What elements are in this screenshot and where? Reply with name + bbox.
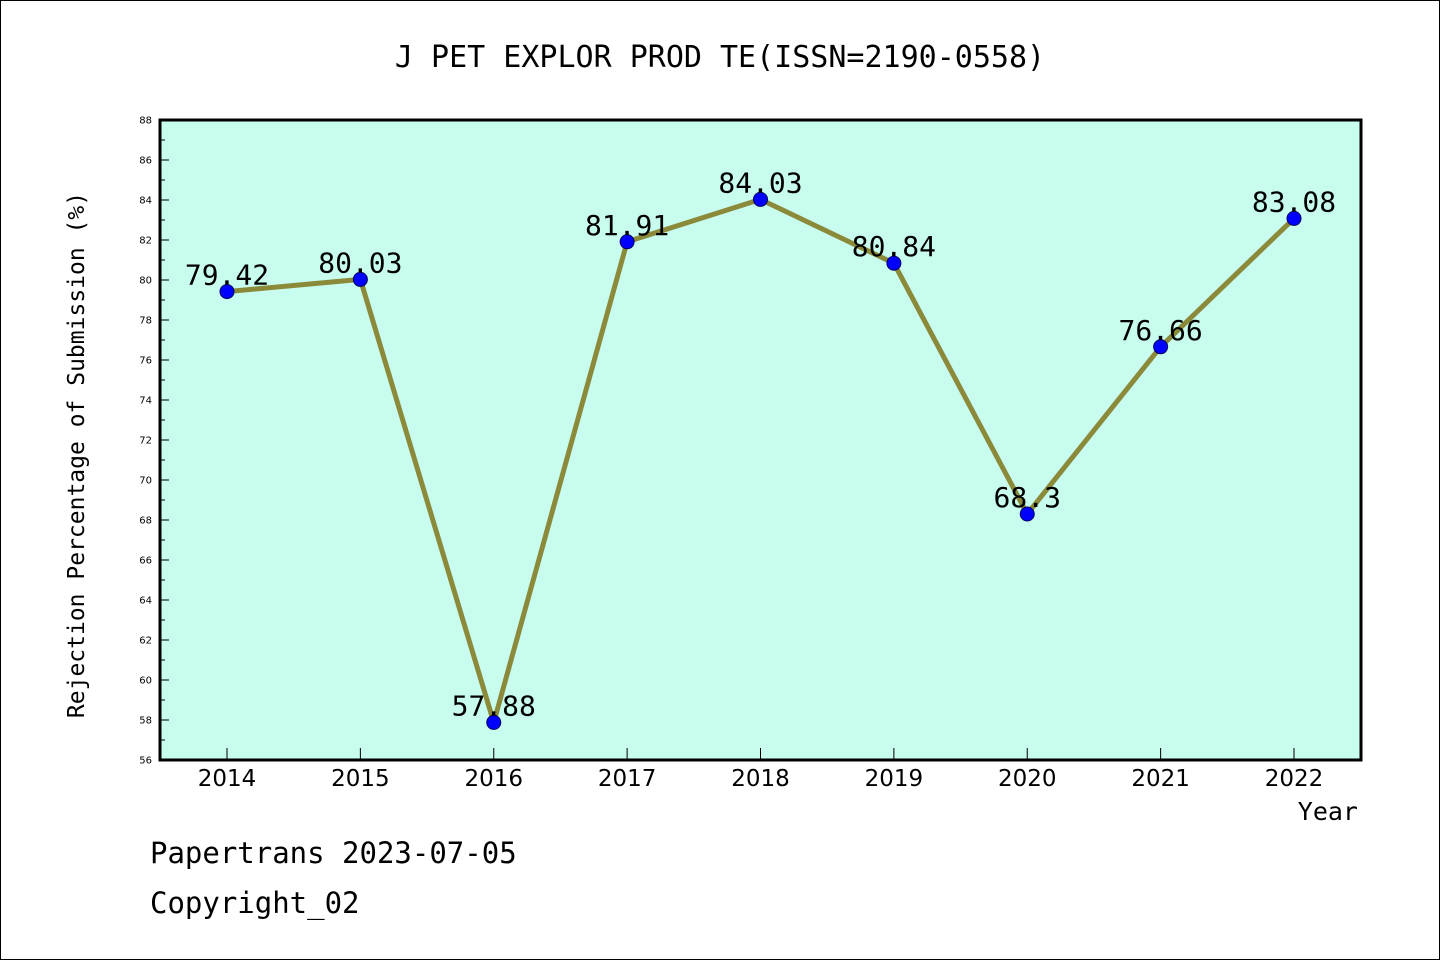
x-tick-label: 2019 [865, 766, 924, 792]
y-tick-label: 58 [139, 716, 152, 727]
data-label: 68.3 [994, 481, 1061, 514]
x-tick-label: 2020 [998, 766, 1057, 792]
y-tick-label: 86 [139, 156, 152, 167]
data-labels-group: 79.42 80.03 57.88 81.91 84.03 80.84 68.3 76.66 8… [185, 166, 1336, 722]
y-tick-label: 84 [139, 196, 152, 207]
x-tick-label: 2022 [1265, 766, 1324, 792]
y-tick-label: 72 [139, 436, 152, 447]
x-tick-label: 2016 [464, 766, 523, 792]
data-point [352, 271, 368, 287]
data-point [1153, 339, 1169, 355]
x-tick-label: 2014 [198, 766, 257, 792]
chart-title: J PET EXPLOR PROD TE(ISSN=2190-0558) [395, 40, 1045, 75]
data-label: 81.91 [585, 209, 669, 242]
y-tick-label: 70 [139, 476, 152, 487]
y-tick-label: 56 [139, 756, 152, 767]
footer-copyright: Copyright_02 [150, 886, 360, 920]
y-axis-label: Rejection Percentage of Submission (%) [64, 192, 90, 718]
y-tick-label: 62 [139, 636, 152, 647]
data-point [1286, 210, 1302, 226]
data-point [753, 191, 768, 207]
plot-area [160, 120, 1361, 760]
y-tick-label: 64 [139, 596, 152, 607]
y-tick-label: 68 [139, 516, 152, 527]
y-axis-ticks: 56 58 60 62 64 66 68 70 72 74 76 78 80 82 84 86 88 [139, 116, 169, 767]
x-axis-ticks: 2014 2015 2016 2017 2018 2019 2020 2021 2022 [198, 748, 1324, 792]
y-tick-label: 66 [139, 556, 152, 567]
x-axis-label: Year [1298, 797, 1358, 826]
data-point [619, 234, 635, 250]
y-tick-label: 60 [139, 676, 152, 687]
x-tick-label: 2015 [331, 766, 390, 792]
x-tick-label: 2017 [598, 766, 657, 792]
series-group [219, 191, 1302, 730]
y-tick-label: 80 [139, 276, 152, 287]
data-label: 79.42 [185, 259, 269, 292]
x-tick-label: 2021 [1131, 766, 1190, 792]
data-point [486, 714, 502, 730]
data-label: 83.08 [1252, 185, 1336, 218]
y-tick-label: 88 [139, 116, 152, 127]
y-tick-label: 76 [139, 356, 152, 367]
data-label: 76.66 [1118, 314, 1202, 347]
data-point [886, 255, 902, 271]
y-tick-label: 82 [139, 236, 152, 247]
footer-source: Papertrans 2023-07-05 [150, 836, 517, 870]
y-tick-label: 78 [139, 316, 152, 327]
data-point [1019, 506, 1035, 522]
plot-border [158, 118, 1363, 762]
data-label: 80.84 [852, 230, 936, 263]
data-label: 57.88 [452, 689, 536, 722]
y-tick-label: 74 [139, 396, 152, 407]
data-point [219, 284, 235, 300]
x-tick-label: 2018 [731, 766, 790, 792]
data-label: 84.03 [718, 166, 802, 199]
data-label: 80.03 [318, 246, 402, 279]
